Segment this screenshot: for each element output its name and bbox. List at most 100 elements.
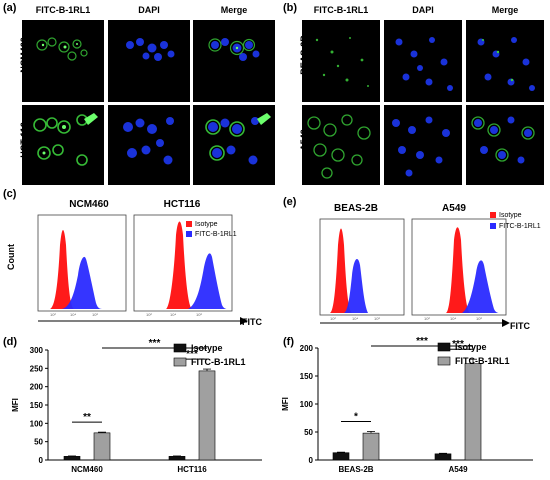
- bar-isotype-a549: [434, 453, 452, 461]
- svg-text:10²: 10²: [50, 312, 56, 317]
- flow-xlabel-c: FITC: [242, 317, 262, 327]
- y-tick-label: 200: [300, 344, 314, 353]
- legend-label-isotype-e: Isotype: [499, 212, 522, 219]
- micro-a549-dapi: [384, 105, 462, 185]
- flow-frame-beas2b: [319, 218, 405, 316]
- legend-label-fitc-c: FITC-B-1RL1: [195, 231, 237, 238]
- sig-bracket-2-label: ***: [452, 339, 464, 350]
- flow-fitc-beas2b: [344, 259, 368, 313]
- panel-label-c: (c): [3, 188, 17, 200]
- micro-a549-fitc: [302, 105, 380, 185]
- col-header-fitc-b: FITC-B-1RL1: [313, 5, 369, 15]
- svg-text:10⁴: 10⁴: [450, 316, 456, 321]
- col-header-dapi-a: DAPI: [138, 5, 160, 15]
- y-tick-label: 0: [39, 456, 44, 465]
- panel-label-d: (d): [3, 336, 18, 348]
- col-header-merge-b: Merge: [491, 5, 519, 15]
- col-header-merge-a: Merge: [220, 5, 248, 15]
- y-axis-label: MFI: [281, 397, 290, 411]
- panel-label-a: (a): [3, 2, 17, 14]
- legend-swatch-fitc-c: [186, 231, 192, 237]
- x-tick-label: BEAS-2B: [338, 465, 373, 474]
- flow-frame-ncm460: [37, 214, 127, 312]
- bar-isotype-beas-2b: [332, 452, 350, 461]
- micro-beas2b-merge: [466, 20, 544, 102]
- flow-title-a549: A549: [442, 203, 466, 214]
- legend-label: Isotype: [191, 343, 223, 353]
- svg-text:10²: 10²: [146, 312, 152, 317]
- legend-label: FITC-B-1RL1: [455, 356, 510, 366]
- micro-hct116-fitc: [22, 105, 104, 185]
- micro-beas2b-fitc: [302, 20, 380, 102]
- flow-title-ncm460: NCM460: [69, 199, 109, 210]
- flow-xarrow-head-c: [240, 317, 248, 325]
- svg-text:10²: 10²: [330, 316, 336, 321]
- flow-fitc-ncm460: [62, 256, 104, 309]
- y-tick-label: 50: [34, 438, 43, 447]
- col-header-dapi-b: DAPI: [412, 5, 434, 15]
- y-axis-label: MFI: [11, 398, 20, 412]
- sig-bracket-2-label: ***: [186, 349, 198, 360]
- flow-isotype-a549: [446, 227, 470, 313]
- svg-text:10²: 10²: [424, 316, 430, 321]
- flow-ylabel-c: Count: [6, 244, 16, 270]
- svg-text:10⁴: 10⁴: [352, 316, 358, 321]
- micro-hct116-dapi: [108, 105, 190, 185]
- micro-a549-merge: [466, 105, 544, 185]
- y-tick-label: 150: [30, 401, 44, 410]
- x-tick-label: A549: [448, 465, 468, 474]
- bar-isotype-ncm460: [63, 456, 81, 461]
- svg-text:10⁶: 10⁶: [476, 316, 482, 321]
- legend-label-fitc-e: FITC-B-1RL1: [499, 223, 541, 230]
- legend-label: Isotype: [455, 342, 487, 352]
- sig-bracket-3-label: ***: [149, 338, 161, 349]
- flow-frame-a549: [411, 218, 507, 316]
- flow-isotype-beas2b: [330, 228, 352, 313]
- svg-text:10⁶: 10⁶: [92, 312, 98, 317]
- legend-swatch: [173, 343, 187, 353]
- svg-text:10⁶: 10⁶: [374, 316, 380, 321]
- legend-label: FITC-B-1RL1: [191, 357, 246, 367]
- bar-fitc-b-1rl1-hct116: [198, 370, 216, 461]
- legend-swatch: [437, 342, 451, 352]
- svg-text:10⁴: 10⁴: [170, 312, 176, 317]
- x-tick-label: HCT116: [177, 465, 207, 474]
- flow-isotype-hct116: [166, 221, 192, 309]
- y-tick-label: 250: [30, 364, 44, 373]
- y-tick-label: 100: [30, 419, 44, 428]
- micro-hct116-merge: [193, 105, 275, 185]
- y-tick-label: 150: [300, 372, 314, 381]
- micro-ncm460-merge: [193, 20, 275, 102]
- y-tick-label: 100: [300, 400, 314, 409]
- y-tick-label: 200: [30, 383, 44, 392]
- legend-swatch-isotype-e: [490, 212, 496, 218]
- flow-xlabel-e: FITC: [510, 321, 530, 331]
- svg-text:10⁴: 10⁴: [70, 312, 76, 317]
- bar-fitc-b-1rl1-ncm460: [93, 432, 111, 461]
- col-header-fitc-a: FITC-B-1RL1: [35, 5, 91, 15]
- flow-isotype-ncm460: [50, 230, 74, 309]
- flow-fitc-a549: [462, 260, 500, 313]
- bar-fitc-b-1rl1-a549: [464, 363, 482, 461]
- flow-panel-e: BEAS-2B A549 FITC 10² 10⁴ 10⁶ 10² 10⁴ 10⁶ Is…: [319, 203, 541, 331]
- micro-ncm460-fitc: [22, 20, 104, 102]
- legend-label-isotype-c: Isotype: [195, 221, 218, 228]
- micro-ncm460-dapi: [108, 20, 190, 102]
- svg-text:10⁶: 10⁶: [196, 312, 202, 317]
- flow-title-beas2b: BEAS-2B: [334, 203, 378, 214]
- flow-title-hct116: HCT116: [164, 199, 201, 210]
- panel-label-e: (e): [283, 196, 297, 208]
- sig-bracket-3-label: ***: [416, 336, 428, 347]
- bar-fitc-b-1rl1-beas-2b: [362, 432, 380, 461]
- y-tick-label: 300: [30, 346, 44, 355]
- legend-swatch: [437, 356, 451, 366]
- micro-beas2b-dapi: [384, 20, 462, 102]
- sig-bracket-1-label: **: [83, 412, 91, 423]
- y-tick-label: 50: [304, 428, 313, 437]
- legend-swatch: [173, 357, 187, 367]
- flow-fitc-hct116: [188, 253, 228, 309]
- legend-swatch-isotype-c: [186, 221, 192, 227]
- panel-label-f: (f): [283, 336, 294, 348]
